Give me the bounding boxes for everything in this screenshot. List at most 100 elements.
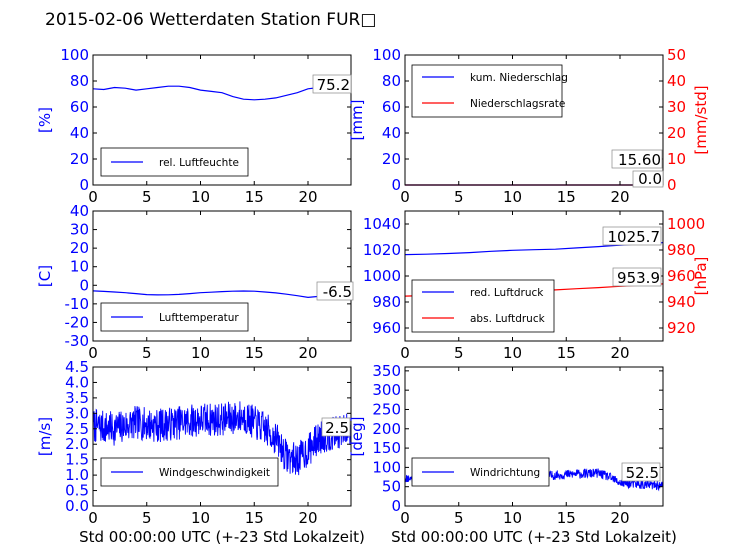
annotation-box xyxy=(621,462,661,482)
legend-pressure: red. Luftdruck abs. Luftdruck xyxy=(411,279,555,333)
value-annotation: 15.60 xyxy=(611,149,663,169)
value-annotation: -6.5 xyxy=(316,281,354,301)
y2-tick-label: 30 xyxy=(667,98,686,116)
series-line-windspeed-0 xyxy=(92,401,352,476)
x-tick-label: 15 xyxy=(557,188,576,206)
panel-humidity: 0 5 10 15 20 0 20 40 60 80 100 [%] rel. Luftfeuchte 7… xyxy=(36,46,352,206)
y2-tick-label: 20 xyxy=(667,124,686,142)
y2-tick-label: 50 xyxy=(667,46,686,64)
annotation-value: 1025.7 xyxy=(608,228,661,246)
x-tick-label: 20 xyxy=(610,188,629,206)
x-tick-label: 0 xyxy=(400,509,410,527)
annotation-box xyxy=(612,267,662,287)
y-tick-label: 980 xyxy=(372,293,401,311)
figure-title: 2015-02-06 Wetterdaten Station FUR□ xyxy=(45,10,376,30)
y2-tick-label: 940 xyxy=(667,293,696,311)
x-tick-label: 5 xyxy=(454,188,464,206)
annotation-value: 0.0 xyxy=(638,170,662,188)
x-tick-label: 15 xyxy=(245,509,264,527)
annotation-box xyxy=(321,417,351,437)
x-tick-label: 20 xyxy=(298,344,317,362)
y-tick-label: 200 xyxy=(372,420,401,438)
y2-tick-label: 920 xyxy=(667,319,696,337)
y-tick-label: 1.5 xyxy=(65,451,89,469)
y-tick-label: 60 xyxy=(70,98,89,116)
annotation-value: 75.2 xyxy=(317,76,350,94)
y2-tick-label: 1000 xyxy=(667,215,705,233)
y-axis-label: [C] xyxy=(36,265,54,287)
x-tick-label: 20 xyxy=(298,509,317,527)
y-tick-label: 100 xyxy=(60,46,89,64)
y-tick-label: 20 xyxy=(382,150,401,168)
legend-entry: red. Luftdruck xyxy=(470,287,544,299)
legend-entry: abs. Luftdruck xyxy=(470,313,546,325)
x-tick-label: 10 xyxy=(503,344,522,362)
y-tick-label: 250 xyxy=(372,400,401,418)
x-tick-label: 0 xyxy=(88,188,98,206)
value-annotation: 2.5 xyxy=(321,417,351,437)
y-tick-label: 960 xyxy=(372,319,401,337)
x-tick-label: 0 xyxy=(88,509,98,527)
series-line-humidity-0 xyxy=(92,85,351,101)
x-axis-label: Std 00:00:00 UTC (+-23 Std Lokalzeit) xyxy=(391,528,677,546)
x-axis-label: Std 00:00:00 UTC (+-23 Std Lokalzeit) xyxy=(79,528,365,546)
y-axis-label: [deg] xyxy=(348,417,366,457)
y-tick-label: 0 xyxy=(391,497,401,515)
y2-tick-label: 40 xyxy=(667,72,686,90)
x-tick-label: 15 xyxy=(557,509,576,527)
y2-axis-label: [hPa] xyxy=(692,257,710,296)
plot-frame-windspeed xyxy=(92,366,352,507)
annotation-box xyxy=(316,281,354,301)
panel-temperature: 0 5 10 15 20-30-20-10010203040[C]Lufttempera… xyxy=(36,202,354,362)
plot-frame-temperature xyxy=(92,210,352,342)
value-annotation: 0.0 xyxy=(632,170,664,188)
annotation-box xyxy=(611,149,663,169)
x-tick-label: 15 xyxy=(557,344,576,362)
legend-entry: kum. Niederschlag xyxy=(470,72,568,84)
y-tick-label: -10 xyxy=(65,295,90,313)
y-tick-label: 1040 xyxy=(363,215,401,233)
y-tick-label: 300 xyxy=(372,381,401,399)
plot-frame-precipitation xyxy=(404,54,664,186)
legend-box xyxy=(411,279,555,333)
value-annotation: 1025.7 xyxy=(602,226,662,246)
y-tick-label: 40 xyxy=(70,124,89,142)
x-tick-label: 5 xyxy=(142,344,152,362)
x-tick-label: 5 xyxy=(454,344,464,362)
y-tick-label: 100 xyxy=(372,458,401,476)
x-tick-label: 0 xyxy=(88,344,98,362)
legend-humidity: rel. Luftfeuchte xyxy=(100,147,249,177)
y-tick-label: 40 xyxy=(70,202,89,220)
y-axis-label: [m/s] xyxy=(36,417,54,456)
legend-box xyxy=(100,457,279,487)
y-tick-label: 80 xyxy=(382,72,401,90)
y-tick-label: 1020 xyxy=(363,241,401,259)
y-tick-label: 50 xyxy=(382,478,401,496)
x-tick-label: 20 xyxy=(298,188,317,206)
plot-frame-humidity xyxy=(92,54,352,186)
y-axis-label: [%] xyxy=(36,107,54,133)
value-annotation: 52.5 xyxy=(621,462,661,482)
y-tick-label: 0.5 xyxy=(65,482,89,500)
annotation-value: 15.60 xyxy=(618,151,661,169)
y-tick-label: 350 xyxy=(372,362,401,380)
y2-tick-label: 0 xyxy=(667,176,677,194)
y-tick-label: 2.5 xyxy=(65,420,89,438)
plot-frame-winddirection xyxy=(404,366,664,507)
y-tick-label: 60 xyxy=(382,98,401,116)
y-tick-label: 20 xyxy=(70,150,89,168)
y2-tick-label: 10 xyxy=(667,150,686,168)
legend-entry: Windgeschwindigkeit xyxy=(159,467,270,479)
legend-entry: Lufttemperatur xyxy=(159,312,239,324)
y2-tick-label: 980 xyxy=(667,241,696,259)
x-tick-label: 15 xyxy=(245,344,264,362)
value-annotation: 953.9 xyxy=(612,267,662,287)
annotation-box xyxy=(632,170,664,188)
y-tick-label: 0 xyxy=(391,176,401,194)
legend-winddirection: Windrichtung xyxy=(411,457,550,487)
x-tick-label: 10 xyxy=(191,344,210,362)
x-tick-label: 0 xyxy=(400,344,410,362)
annotation-box xyxy=(602,226,662,246)
